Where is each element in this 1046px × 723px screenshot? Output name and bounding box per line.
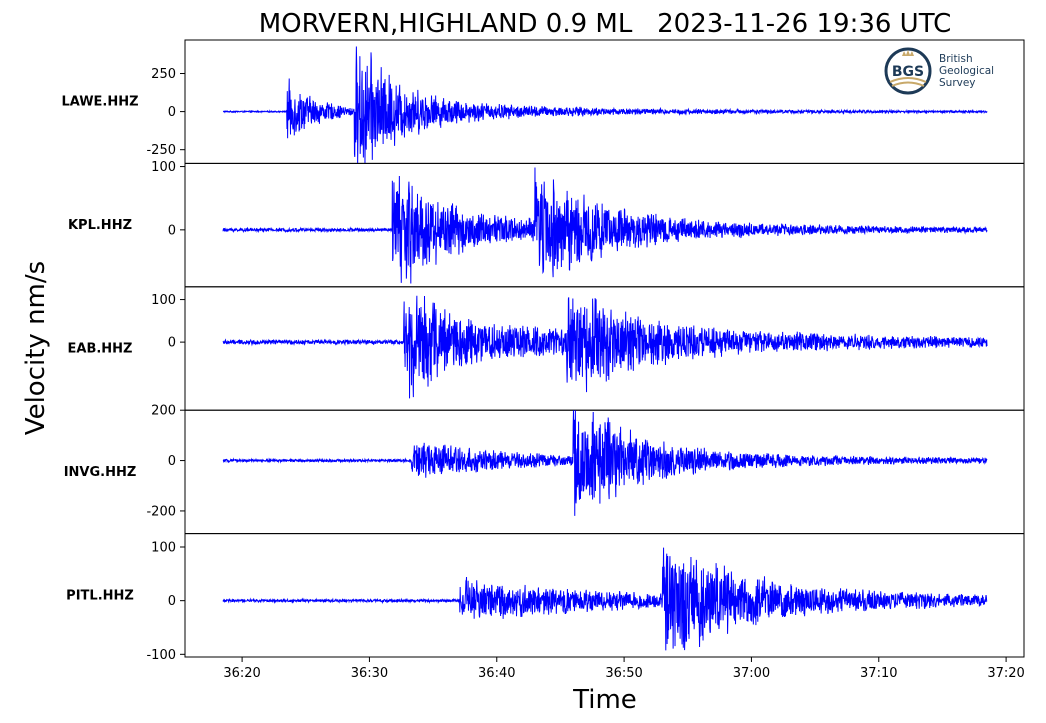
panel-kpl-hhz: KPL.HHZ 100 0 [68, 160, 1025, 288]
waveform-trace [222, 167, 988, 284]
panel-pitl-hhz: PITL.HHZ 100 0 -100 [66, 533, 1025, 663]
y-axis-label: Velocity nm/s [21, 261, 51, 435]
x-tick-label: 37:00 [733, 666, 770, 681]
station-label: LAWE.HHZ [61, 95, 138, 110]
y-tick-label: 0 [168, 223, 176, 238]
x-axis: 36:20 36:30 36:40 36:50 37:00 37:10 37:20 [223, 657, 1025, 681]
y-tick-label: 0 [168, 454, 176, 469]
station-label: EAB.HHZ [68, 342, 133, 357]
y-tick-label: 200 [151, 404, 176, 419]
waveform-trace [222, 547, 988, 651]
station-label: INVG.HHZ [64, 465, 137, 480]
waveform-trace [222, 410, 988, 516]
panel-invg-hhz: INVG.HHZ 200 0 -200 [64, 404, 1025, 535]
bgs-logo-ring-icon [884, 47, 932, 95]
bgs-logo-crown-icon [902, 50, 914, 56]
y-tick-label: 100 [151, 160, 176, 175]
x-tick-label: 36:30 [351, 666, 388, 681]
y-tick-label: -200 [146, 504, 176, 519]
x-tick-label: 37:10 [860, 666, 897, 681]
panel-frame [184, 533, 1025, 658]
y-tick-label: 250 [151, 67, 176, 82]
x-axis-label: Time [572, 685, 637, 715]
bgs-logo-line2: Geological [939, 65, 994, 77]
panel-eab-hhz: EAB.HHZ 100 0 [68, 286, 1025, 411]
y-tick-label: -250 [146, 143, 176, 158]
y-tick-label: 0 [168, 105, 176, 120]
y-tick-label: -100 [146, 648, 176, 663]
y-tick-label: 0 [168, 594, 176, 609]
waveform-trace [222, 46, 988, 164]
bgs-logo: BGS British Geological Survey [884, 47, 994, 95]
panels-group: LAWE.HHZ2500-250KPL.HHZ1000EAB.HHZ1000IN… [61, 39, 1025, 663]
station-label: KPL.HHZ [68, 218, 132, 233]
bgs-logo-line1: British [939, 53, 973, 65]
x-tick-label: 36:20 [223, 666, 260, 681]
y-tick-label: 0 [168, 336, 176, 351]
station-label: PITL.HHZ [66, 588, 134, 603]
bgs-logo-line3: Survey [939, 77, 976, 89]
y-tick-label: 100 [151, 541, 176, 556]
panel-lawe-hhz: LAWE.HHZ 250 0 -250 [61, 39, 1025, 164]
chart-title: MORVERN,HIGHLAND 0.9 ML 2023-11-26 19:36… [259, 9, 951, 39]
x-tick-label: 36:40 [478, 666, 515, 681]
waveform-trace [222, 295, 988, 399]
bgs-logo-initials: BGS [892, 64, 924, 80]
y-tick-label: 100 [151, 293, 176, 308]
x-tick-label: 36:50 [605, 666, 642, 681]
bgs-logo-hills-icon [889, 77, 927, 87]
x-tick-label: 37:20 [987, 666, 1024, 681]
